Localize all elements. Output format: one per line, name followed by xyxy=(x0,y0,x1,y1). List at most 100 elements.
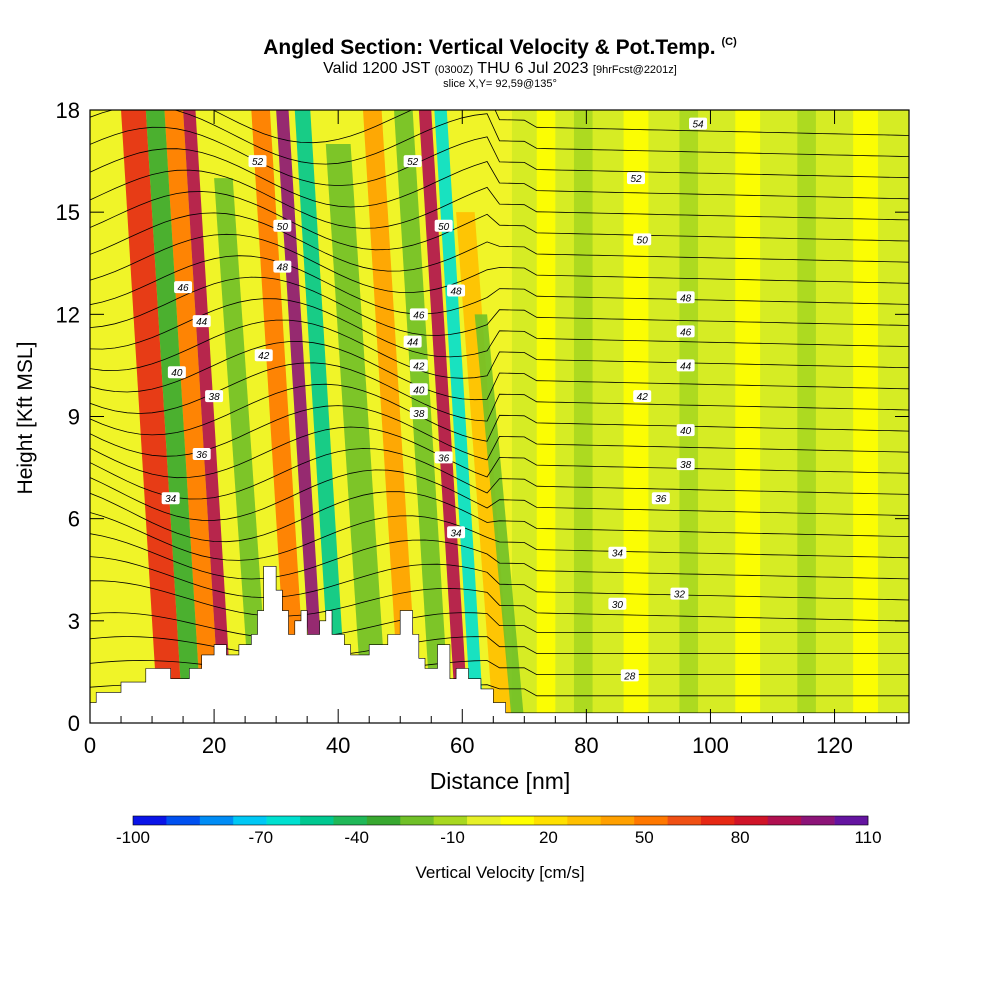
velocity-band xyxy=(474,314,525,723)
colorbar-swatch xyxy=(366,816,401,825)
theta-label: 42 xyxy=(409,359,428,372)
colorbar-swatch xyxy=(266,816,301,825)
theta-label: 48 xyxy=(447,284,466,297)
x-tick-label: 60 xyxy=(450,733,474,758)
velocity-band xyxy=(294,110,348,723)
colorbar-swatch xyxy=(667,816,702,825)
theta-contour xyxy=(90,469,909,521)
chart-title: Angled Section: Vertical Velocity & Pot.… xyxy=(263,36,737,59)
svg-text:40: 40 xyxy=(680,426,692,437)
svg-text:38: 38 xyxy=(413,409,425,420)
svg-text:38: 38 xyxy=(680,460,692,471)
theta-label: 30 xyxy=(608,597,627,611)
theta-label: 52 xyxy=(627,172,645,185)
theta-contour xyxy=(90,405,909,461)
svg-text:30: 30 xyxy=(612,600,624,611)
colorbar-tick-label: 80 xyxy=(731,828,750,847)
velocity-band xyxy=(679,110,699,723)
theta-label: 50 xyxy=(434,219,453,233)
colorbar-swatch xyxy=(300,816,334,825)
theta-label: 52 xyxy=(248,155,267,168)
theta-contour xyxy=(90,533,909,580)
svg-text:36: 36 xyxy=(196,450,208,461)
slice-info: slice X,Y= 92,59@135° xyxy=(443,78,557,90)
svg-text:52: 52 xyxy=(407,157,419,168)
velocity-band xyxy=(121,110,184,723)
colorbar-tick-label: 110 xyxy=(854,828,881,847)
theta-label: 50 xyxy=(273,219,292,233)
theta-contour xyxy=(90,491,909,543)
velocity-band xyxy=(434,110,484,723)
theta-label: 40 xyxy=(676,424,695,437)
svg-text:46: 46 xyxy=(178,283,190,294)
velocity-band xyxy=(853,110,878,723)
velocity-band xyxy=(623,110,649,723)
svg-text:38: 38 xyxy=(209,392,221,403)
colorbar-swatch xyxy=(767,816,802,825)
theta-contour xyxy=(90,319,909,379)
colorbar-swatch xyxy=(433,816,468,825)
theta-label: 42 xyxy=(633,390,652,403)
theta-label: 54 xyxy=(689,117,708,131)
y-tick-label: 6 xyxy=(68,507,80,532)
theta-label: 36 xyxy=(192,447,211,461)
theta-label: 34 xyxy=(447,526,466,539)
velocity-band xyxy=(325,144,388,723)
theta-label: 38 xyxy=(409,407,428,420)
colorbar-tick-label: -100 xyxy=(116,828,150,847)
theta-label: 48 xyxy=(676,291,695,304)
svg-text:44: 44 xyxy=(196,317,208,328)
theta-contour xyxy=(212,110,909,144)
theta-label: 40 xyxy=(167,366,186,379)
svg-text:54: 54 xyxy=(692,120,704,131)
theta-label: 44 xyxy=(403,335,422,349)
theta-contour xyxy=(90,383,909,442)
y-tick-label: 12 xyxy=(56,302,80,327)
svg-text:44: 44 xyxy=(407,338,419,349)
velocity-band xyxy=(145,110,202,723)
colorbar-swatch xyxy=(801,816,835,825)
colorbar-swatch xyxy=(634,816,668,825)
velocity-band xyxy=(456,212,512,723)
svg-text:52: 52 xyxy=(630,174,642,185)
svg-text:42: 42 xyxy=(258,351,270,362)
colorbar-swatch xyxy=(400,816,434,825)
theta-label: 40 xyxy=(409,383,428,396)
theta-label: 48 xyxy=(273,260,292,274)
svg-text:46: 46 xyxy=(413,310,425,321)
velocity-band xyxy=(735,110,761,723)
colorbar-swatch xyxy=(199,816,234,825)
velocity-band xyxy=(797,110,816,723)
x-tick-label: 80 xyxy=(574,733,598,758)
colorbar-swatch xyxy=(467,816,501,825)
theta-contour xyxy=(90,148,909,208)
colorbar-tick-label: -40 xyxy=(344,828,369,847)
svg-text:36: 36 xyxy=(438,453,450,464)
theta-label: 44 xyxy=(676,359,695,372)
colorbar-tick-label: -10 xyxy=(440,828,465,847)
x-tick-label: 20 xyxy=(202,733,226,758)
y-tick-label: 3 xyxy=(68,609,80,634)
x-axis-label: Distance [nm] xyxy=(429,768,571,794)
svg-text:48: 48 xyxy=(680,293,692,304)
theta-label: 52 xyxy=(403,155,422,168)
colorbar-tick-label: 50 xyxy=(635,828,654,847)
chart-subtitle: Valid 1200 JST (0300Z) THU 6 Jul 2023 [9… xyxy=(323,60,677,77)
svg-text:34: 34 xyxy=(612,549,624,560)
theta-label: 44 xyxy=(192,315,211,328)
svg-text:46: 46 xyxy=(680,327,692,338)
velocity-band xyxy=(183,110,233,723)
svg-text:34: 34 xyxy=(451,528,463,539)
theta-label: 34 xyxy=(608,546,627,560)
colorbar-swatch xyxy=(834,816,869,825)
y-tick-label: 0 xyxy=(68,711,80,736)
theta-label: 50 xyxy=(633,233,652,246)
colorbar-tick-label: -70 xyxy=(249,828,274,847)
svg-text:36: 36 xyxy=(655,494,667,505)
svg-text:42: 42 xyxy=(413,361,425,372)
theta-label: 38 xyxy=(205,390,224,403)
y-tick-label: 15 xyxy=(56,200,80,225)
svg-text:42: 42 xyxy=(637,392,649,403)
svg-text:48: 48 xyxy=(451,286,463,297)
